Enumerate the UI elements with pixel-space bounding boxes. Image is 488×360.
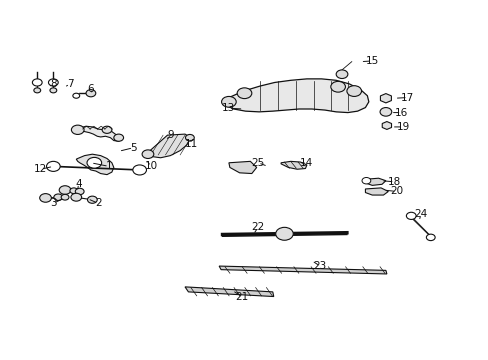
Circle shape (335, 70, 347, 78)
Text: 20: 20 (389, 186, 403, 197)
Text: 24: 24 (413, 209, 427, 219)
Polygon shape (365, 178, 385, 185)
Circle shape (59, 186, 71, 194)
Circle shape (346, 86, 361, 96)
Text: 9: 9 (167, 130, 173, 140)
Text: 1: 1 (105, 161, 112, 171)
Text: 13: 13 (222, 103, 235, 113)
Circle shape (46, 161, 60, 171)
Circle shape (406, 212, 415, 220)
Circle shape (142, 150, 154, 158)
Circle shape (73, 93, 80, 98)
Polygon shape (76, 154, 114, 175)
Text: 8: 8 (50, 79, 57, 89)
Circle shape (75, 188, 84, 195)
Text: 15: 15 (365, 56, 378, 66)
Circle shape (71, 193, 81, 201)
Text: 2: 2 (95, 198, 102, 208)
Circle shape (87, 196, 97, 203)
Circle shape (86, 90, 96, 97)
Text: 4: 4 (75, 179, 82, 189)
Text: 25: 25 (251, 158, 264, 168)
Text: 17: 17 (401, 93, 414, 103)
Circle shape (48, 79, 58, 86)
Polygon shape (146, 134, 190, 158)
Circle shape (330, 81, 345, 92)
Text: 10: 10 (144, 161, 157, 171)
Text: 7: 7 (66, 79, 73, 89)
Text: 6: 6 (87, 84, 94, 94)
Circle shape (237, 88, 251, 99)
Polygon shape (222, 79, 368, 113)
Polygon shape (380, 94, 390, 103)
Circle shape (54, 194, 62, 201)
Circle shape (114, 134, 123, 141)
Circle shape (361, 177, 370, 184)
Text: 14: 14 (300, 158, 313, 168)
Circle shape (61, 194, 69, 200)
Circle shape (87, 157, 102, 168)
Circle shape (426, 234, 434, 240)
Polygon shape (365, 188, 387, 195)
Circle shape (71, 125, 84, 134)
Circle shape (32, 79, 42, 86)
Text: 21: 21 (235, 292, 248, 302)
Text: 22: 22 (251, 222, 264, 232)
Circle shape (40, 194, 51, 202)
Circle shape (185, 134, 194, 141)
Text: 11: 11 (185, 139, 198, 149)
Circle shape (34, 88, 41, 93)
Circle shape (50, 88, 57, 93)
Text: 18: 18 (387, 177, 401, 187)
Text: 3: 3 (50, 198, 57, 208)
Circle shape (221, 96, 236, 107)
Text: 5: 5 (130, 143, 136, 153)
Circle shape (275, 227, 293, 240)
Text: 23: 23 (313, 261, 326, 271)
Text: 12: 12 (34, 164, 47, 174)
Polygon shape (281, 161, 306, 169)
Circle shape (379, 108, 391, 116)
Circle shape (70, 188, 78, 194)
Text: 19: 19 (396, 122, 409, 132)
Polygon shape (382, 122, 391, 130)
Polygon shape (75, 126, 122, 141)
Circle shape (133, 165, 146, 175)
Polygon shape (184, 287, 273, 297)
Polygon shape (228, 161, 256, 174)
Circle shape (102, 126, 112, 134)
Polygon shape (219, 266, 386, 274)
Text: 16: 16 (394, 108, 407, 118)
